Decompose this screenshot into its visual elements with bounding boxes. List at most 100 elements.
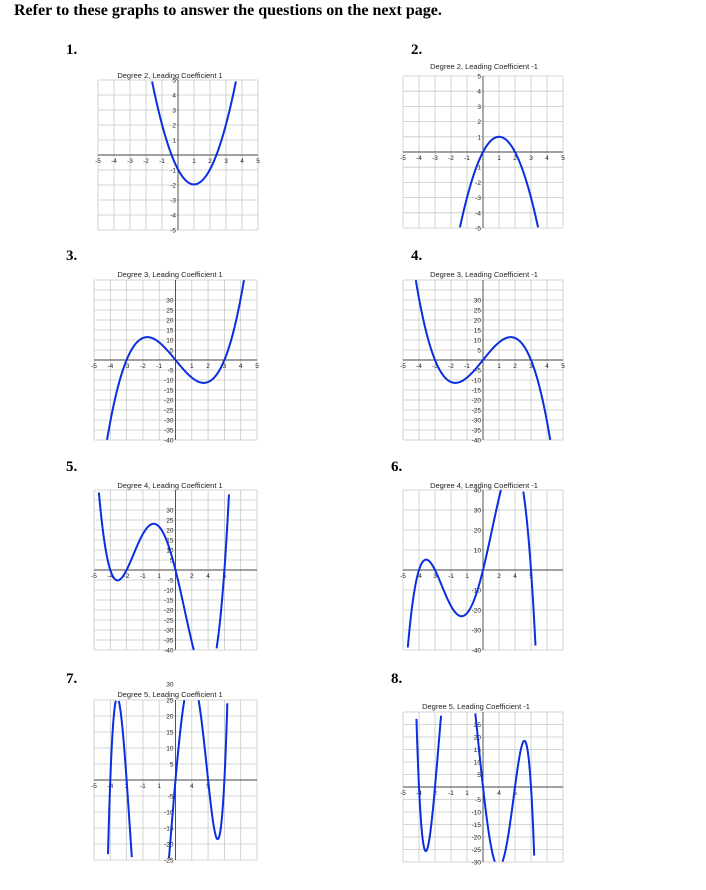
x-tick-label: -1 [448, 573, 454, 580]
y-tick-label: -4 [475, 210, 481, 217]
x-tick-label: -4 [111, 158, 117, 165]
x-tick-label: -1 [448, 790, 454, 797]
y-tick-label: -25 [164, 408, 174, 415]
x-tick-label: -4 [416, 363, 422, 370]
graph-number: 7. [66, 671, 78, 687]
y-tick-label: -10 [164, 378, 174, 385]
x-tick-label: -5 [400, 363, 406, 370]
y-tick-label: -15 [164, 826, 174, 833]
y-tick-label: 30 [166, 298, 174, 305]
x-tick-label: 2 [513, 155, 517, 162]
y-tick-label: 15 [166, 538, 174, 545]
x-tick-label: 4 [513, 573, 517, 580]
y-tick-label: 25 [166, 698, 174, 705]
y-tick-label: -10 [164, 588, 174, 595]
y-tick-label: 4 [172, 93, 176, 100]
y-tick-label: 30 [166, 508, 174, 515]
y-tick-label: 15 [166, 328, 174, 335]
x-tick-label: -1 [156, 363, 162, 370]
y-tick-label: -40 [472, 648, 482, 655]
x-tick-label: 5 [255, 363, 259, 370]
x-tick-label: -2 [448, 155, 454, 162]
page-heading: Refer to these graphs to answer the ques… [14, 2, 442, 19]
graph-number: 4. [411, 248, 423, 264]
x-tick-label: 5 [561, 363, 565, 370]
graph-number: 6. [391, 459, 403, 475]
x-tick-label: -1 [464, 363, 470, 370]
graph-number: 2. [411, 42, 423, 58]
graph-title: Degree 2, Leading Coefficient 1 [117, 71, 223, 80]
x-tick-label: -5 [95, 158, 101, 165]
y-tick-label: -30 [164, 628, 174, 635]
function-curve [414, 280, 552, 440]
function-curve [97, 492, 230, 651]
x-tick-label: 1 [465, 790, 469, 797]
y-tick-label: -5 [475, 226, 481, 233]
x-tick-label: -3 [127, 158, 133, 165]
graph-title: Degree 3, Leading Coefficient -1 [430, 270, 538, 279]
y-tick-label: -20 [164, 608, 174, 615]
y-tick-label: 10 [474, 338, 482, 345]
x-tick-label: 2 [497, 573, 501, 580]
y-tick-label: -5 [168, 794, 174, 801]
y-tick-label: 20 [166, 318, 174, 325]
y-tick-label: -5 [475, 368, 481, 375]
x-tick-label: 4 [545, 155, 549, 162]
y-tick-label: -4 [170, 213, 176, 220]
y-tick-label: -25 [164, 858, 174, 865]
graph-number: 8. [391, 671, 403, 687]
x-tick-label: -4 [416, 573, 422, 580]
y-tick-label: 5 [172, 78, 176, 85]
y-tick-label: 25 [166, 308, 174, 315]
y-tick-label: 10 [166, 746, 174, 753]
y-tick-label: -3 [475, 195, 481, 202]
x-tick-label: 3 [433, 573, 437, 580]
x-tick-label: 3 [223, 363, 227, 370]
y-tick-label: 20 [474, 318, 482, 325]
y-tick-label: -15 [164, 388, 174, 395]
x-tick-label: 2 [206, 363, 210, 370]
x-tick-label: -1 [140, 573, 146, 580]
x-tick-label: -5 [91, 363, 97, 370]
y-tick-label: -20 [164, 398, 174, 405]
y-tick-label: 30 [474, 508, 482, 515]
x-tick-label: -5 [400, 790, 406, 797]
x-tick-label: 1 [497, 155, 501, 162]
y-tick-label: -5 [475, 797, 481, 804]
y-tick-label: 30 [166, 682, 174, 689]
x-tick-label: 4 [240, 158, 244, 165]
y-tick-label: 5 [477, 74, 481, 81]
x-tick-label: 2 [513, 363, 517, 370]
y-tick-label: -30 [472, 628, 482, 635]
y-tick-label: -20 [164, 842, 174, 849]
y-tick-label: 10 [166, 338, 174, 345]
x-tick-label: 4 [190, 783, 194, 790]
graph-title: Degree 2, Leading Coefficient -1 [430, 62, 538, 71]
y-tick-label: 30 [474, 298, 482, 305]
y-tick-label: 3 [172, 108, 176, 115]
y-tick-label: -40 [164, 648, 174, 655]
x-tick-label: -4 [107, 363, 113, 370]
y-tick-label: -15 [472, 388, 482, 395]
function-curve [107, 700, 229, 859]
y-tick-label: 4 [477, 89, 481, 96]
x-tick-label: -2 [124, 573, 130, 580]
y-tick-label: -10 [472, 810, 482, 817]
x-tick-label: -2 [140, 363, 146, 370]
x-tick-label: -3 [432, 363, 438, 370]
x-tick-label: 3 [529, 155, 533, 162]
x-tick-label: 5 [513, 790, 517, 797]
x-tick-label: 1 [497, 363, 501, 370]
y-tick-label: 20 [474, 528, 482, 535]
x-tick-label: -1 [159, 158, 165, 165]
x-tick-label: 1 [465, 573, 469, 580]
y-tick-label: -40 [472, 438, 482, 445]
y-tick-label: -35 [472, 428, 482, 435]
y-tick-label: 15 [474, 747, 482, 754]
y-tick-label: -25 [472, 408, 482, 415]
graph-number: 3. [66, 248, 78, 264]
x-tick-label: -4 [416, 155, 422, 162]
